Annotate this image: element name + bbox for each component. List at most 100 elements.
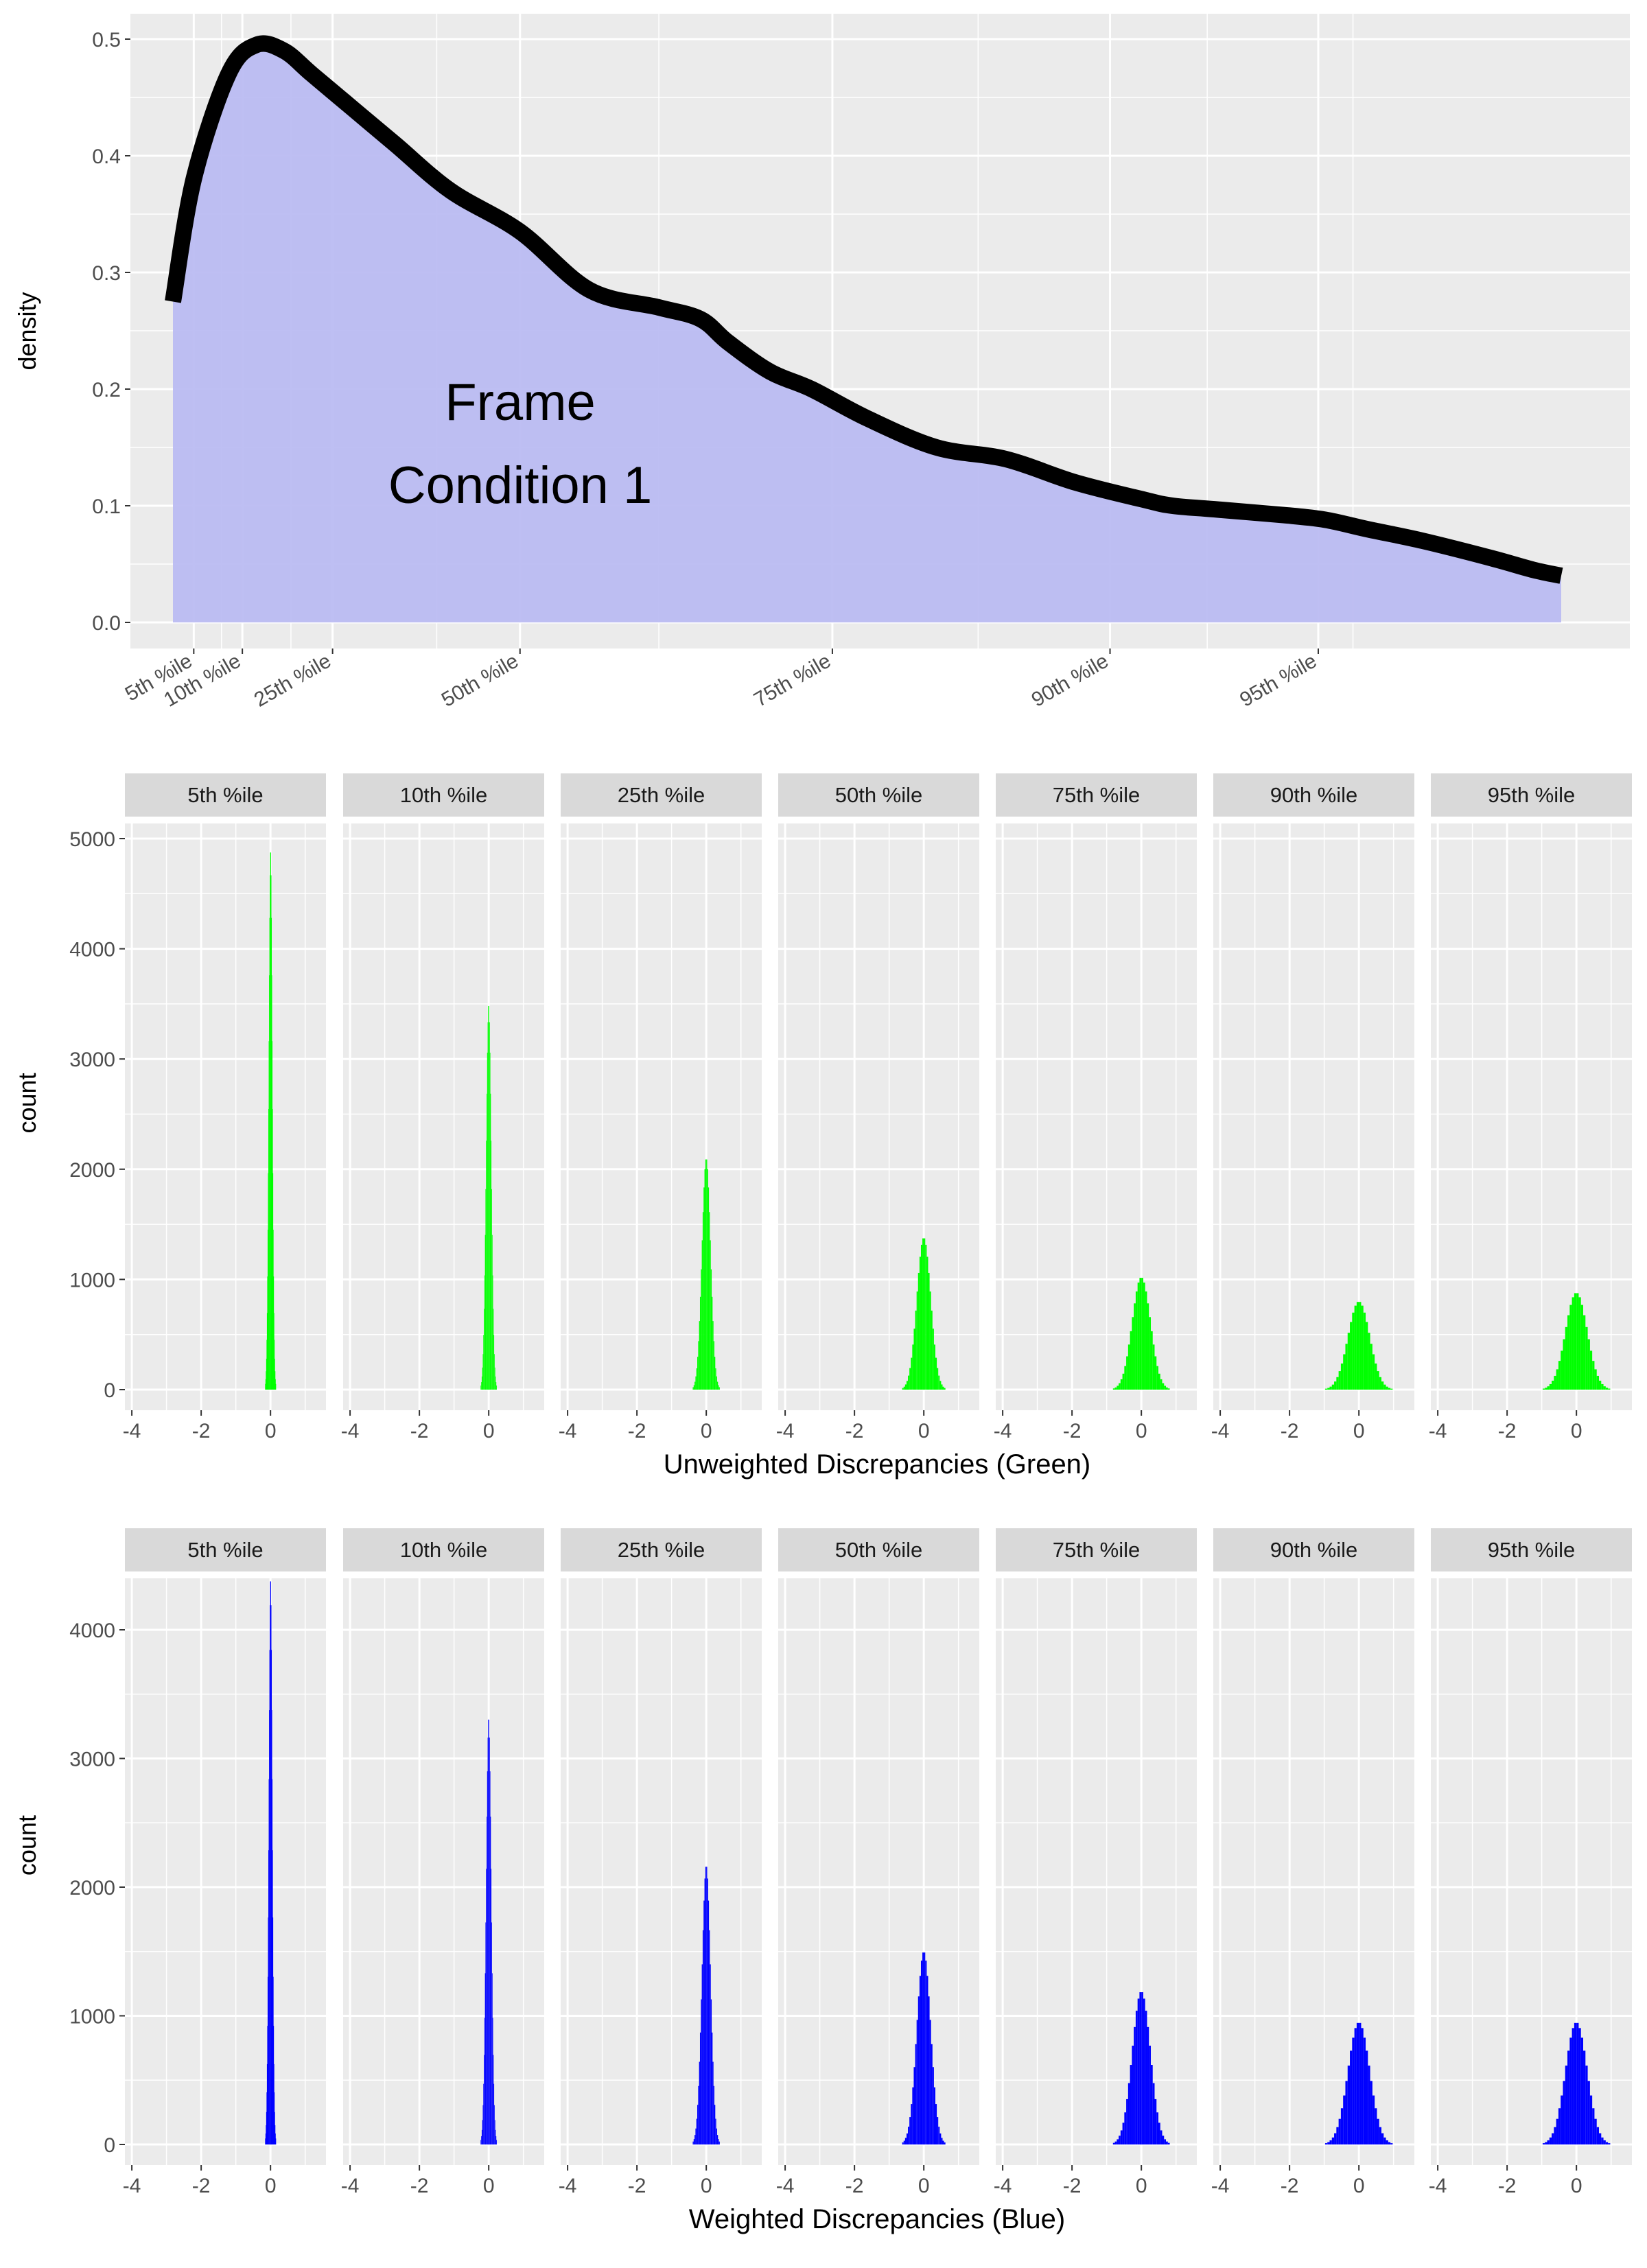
histogram-bar bbox=[1340, 2108, 1344, 2144]
facet-x-tick-label: -2 bbox=[192, 2175, 211, 2197]
histogram-bar bbox=[1167, 1388, 1170, 1390]
histogram-bar bbox=[924, 1952, 926, 2144]
histogram-bar bbox=[1601, 1383, 1604, 1390]
facet-x-tick-label: -4 bbox=[341, 1420, 360, 1442]
facet-strip-label: 95th %ile bbox=[1488, 1538, 1576, 1562]
facet-x-tick-label: -2 bbox=[1498, 1420, 1517, 1442]
histogram-bar bbox=[482, 2105, 484, 2144]
histogram-bar bbox=[1370, 2081, 1372, 2144]
histogram-bar bbox=[916, 2020, 918, 2144]
histogram-bar bbox=[484, 1973, 486, 2144]
histogram-bar bbox=[931, 1310, 933, 1390]
histogram-bar bbox=[269, 1710, 270, 2144]
facet-panel-background bbox=[1431, 823, 1632, 1410]
histogram-bar bbox=[903, 1386, 905, 1390]
histogram-bar bbox=[1143, 1282, 1145, 1390]
histogram-bar bbox=[1545, 2142, 1547, 2144]
histogram-bar bbox=[1587, 2081, 1590, 2144]
histogram-bar bbox=[937, 1368, 939, 1390]
density-y-tick-label: 0.4 bbox=[92, 145, 121, 168]
facet-panel-background bbox=[778, 1578, 979, 2165]
histogram-bar bbox=[708, 1900, 710, 2144]
histogram-bar bbox=[1574, 2022, 1577, 2144]
histogram-bar bbox=[488, 1005, 489, 1390]
histogram-bar bbox=[904, 1384, 907, 1390]
histogram-bar bbox=[1119, 1383, 1121, 1390]
facet-strip-label: 25th %ile bbox=[618, 783, 705, 807]
facet-strip bbox=[561, 1528, 762, 1571]
facet-panel-background bbox=[125, 1578, 326, 2165]
histogram-bar bbox=[1599, 1380, 1602, 1390]
histogram-bar bbox=[697, 2105, 699, 2144]
histogram-bar bbox=[1139, 1992, 1142, 2144]
histogram-bar bbox=[1608, 1388, 1611, 1390]
histogram-bar bbox=[1574, 1293, 1577, 1390]
histogram-bar bbox=[1352, 1312, 1355, 1390]
histogram-bar bbox=[695, 2128, 697, 2144]
histogram-bar bbox=[919, 1256, 921, 1390]
histogram-bar bbox=[270, 852, 271, 1390]
histogram-bar bbox=[1589, 2095, 1593, 2144]
histogram-bar bbox=[715, 1368, 716, 1390]
facet-strip bbox=[1213, 773, 1414, 817]
histogram-bar bbox=[1338, 1371, 1341, 1390]
histogram-bar bbox=[1558, 2108, 1561, 2144]
histogram-bar bbox=[1152, 2083, 1155, 2144]
histogram-bar bbox=[484, 1275, 485, 1390]
histogram-bar bbox=[495, 2129, 496, 2144]
histogram-bar bbox=[1596, 2127, 1599, 2144]
facet-x-tick-label: -4 bbox=[123, 1420, 141, 1442]
facet-x-tick-label: 0 bbox=[265, 2175, 277, 2197]
histogram-bar bbox=[483, 1335, 484, 1390]
histogram-bar bbox=[922, 1952, 924, 2144]
histogram-bar bbox=[1547, 2140, 1550, 2144]
histogram-bar bbox=[1552, 1380, 1554, 1390]
histogram-bar bbox=[1154, 1356, 1157, 1390]
histogram-bar bbox=[1347, 2066, 1351, 2144]
histogram-bar bbox=[716, 1381, 719, 1390]
histogram-bar bbox=[495, 1382, 497, 1390]
histogram-bar bbox=[1354, 1305, 1357, 1390]
histogram-bar bbox=[1368, 2066, 1370, 2144]
histogram-bar bbox=[1554, 2127, 1556, 2144]
histogram-bar bbox=[933, 2087, 935, 2144]
histogram-bar bbox=[719, 1387, 720, 1390]
histogram-bar bbox=[703, 1900, 705, 2144]
histogram-bar bbox=[706, 1159, 708, 1390]
histogram-bar bbox=[938, 2127, 940, 2144]
histogram-bar bbox=[919, 1976, 921, 2144]
histogram-bar bbox=[902, 1388, 904, 1390]
histogram-bar bbox=[1363, 1312, 1366, 1390]
histogram-bar bbox=[1589, 1351, 1593, 1390]
histogram-bar bbox=[913, 2067, 915, 2144]
histogram-bar bbox=[1359, 1302, 1362, 1390]
histogram-bar bbox=[275, 2138, 277, 2144]
histogram-bar bbox=[1375, 2108, 1377, 2144]
density-x-tick-label: 25th %ile bbox=[250, 649, 335, 711]
histogram-bar bbox=[1603, 1386, 1606, 1390]
facet-y-tick-label: 1000 bbox=[69, 2006, 115, 2029]
histogram-bar bbox=[1386, 1386, 1388, 1390]
histogram-bar bbox=[699, 2032, 701, 2144]
histogram-bar bbox=[925, 1244, 927, 1390]
histogram-bar bbox=[267, 1276, 268, 1390]
histogram-bar bbox=[1158, 1373, 1160, 1390]
histogram-bar bbox=[912, 2087, 914, 2144]
histogram-bar bbox=[939, 1381, 942, 1390]
histogram-bar bbox=[1120, 2130, 1123, 2144]
histogram-bar bbox=[1149, 1317, 1151, 1390]
histogram-bar bbox=[1122, 2123, 1125, 2144]
histogram-bar bbox=[1576, 1293, 1579, 1390]
facet-x-tick-label: -2 bbox=[845, 2175, 864, 2197]
histogram-bar bbox=[1130, 1331, 1132, 1390]
facet-y-tick-label: 0 bbox=[104, 1379, 115, 1402]
histogram-bar bbox=[1363, 2037, 1366, 2144]
histogram-bar bbox=[1135, 1291, 1138, 1390]
histogram-bar bbox=[935, 2104, 937, 2144]
histogram-bar bbox=[929, 1291, 931, 1390]
histogram-bar bbox=[1134, 2026, 1136, 2144]
histogram-bar bbox=[1554, 1375, 1556, 1390]
histogram-bar bbox=[1542, 2143, 1545, 2144]
facet-x-tick-label: -4 bbox=[559, 2175, 577, 2197]
histogram-bar bbox=[270, 1581, 271, 2144]
